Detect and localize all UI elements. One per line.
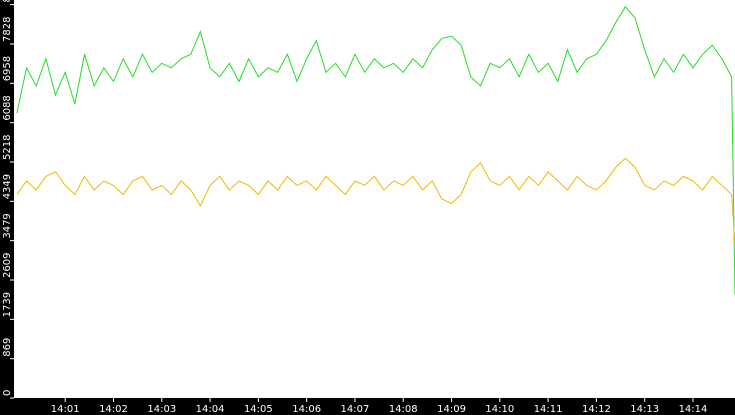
x-tick-label: 14:02 xyxy=(99,404,128,415)
x-tick-label: 14:07 xyxy=(341,404,370,415)
x-tick-label: 14:06 xyxy=(292,404,321,415)
y-tick-label: 6958 xyxy=(2,56,13,81)
x-tick-label: 14:13 xyxy=(630,404,659,415)
series-line xyxy=(16,157,735,245)
x-tick-label: 14:10 xyxy=(485,404,514,415)
y-tick-label: 7828 xyxy=(2,17,13,42)
y-tick-label: 5218 xyxy=(2,135,13,160)
x-tick-label: 14:08 xyxy=(389,404,418,415)
y-tick-label: 0 xyxy=(2,390,13,396)
x-axis-bar xyxy=(0,398,735,415)
y-axis-bar xyxy=(0,0,14,415)
x-tick-label: 14:04 xyxy=(196,404,225,415)
x-tick-label: 14:05 xyxy=(244,404,273,415)
x-tick-label: 14:14 xyxy=(679,404,708,415)
x-tick-label: 14:11 xyxy=(534,404,563,415)
x-tick-label: 14:03 xyxy=(147,404,176,415)
x-tick-label: 14:12 xyxy=(582,404,611,415)
x-tick-label: 14:01 xyxy=(51,404,80,415)
y-tick-label: 4349 xyxy=(2,174,13,199)
series-line xyxy=(16,5,735,294)
x-tick-label: 14:09 xyxy=(437,404,466,415)
y-tick-label: 3479 xyxy=(2,213,13,238)
y-tick-label: 6088 xyxy=(2,95,13,120)
y-tick-label: 1739 xyxy=(2,292,13,317)
y-tick-label: 8698 xyxy=(2,0,13,3)
y-tick-label: 869 xyxy=(2,338,13,357)
y-tick-label: 2609 xyxy=(2,253,13,278)
